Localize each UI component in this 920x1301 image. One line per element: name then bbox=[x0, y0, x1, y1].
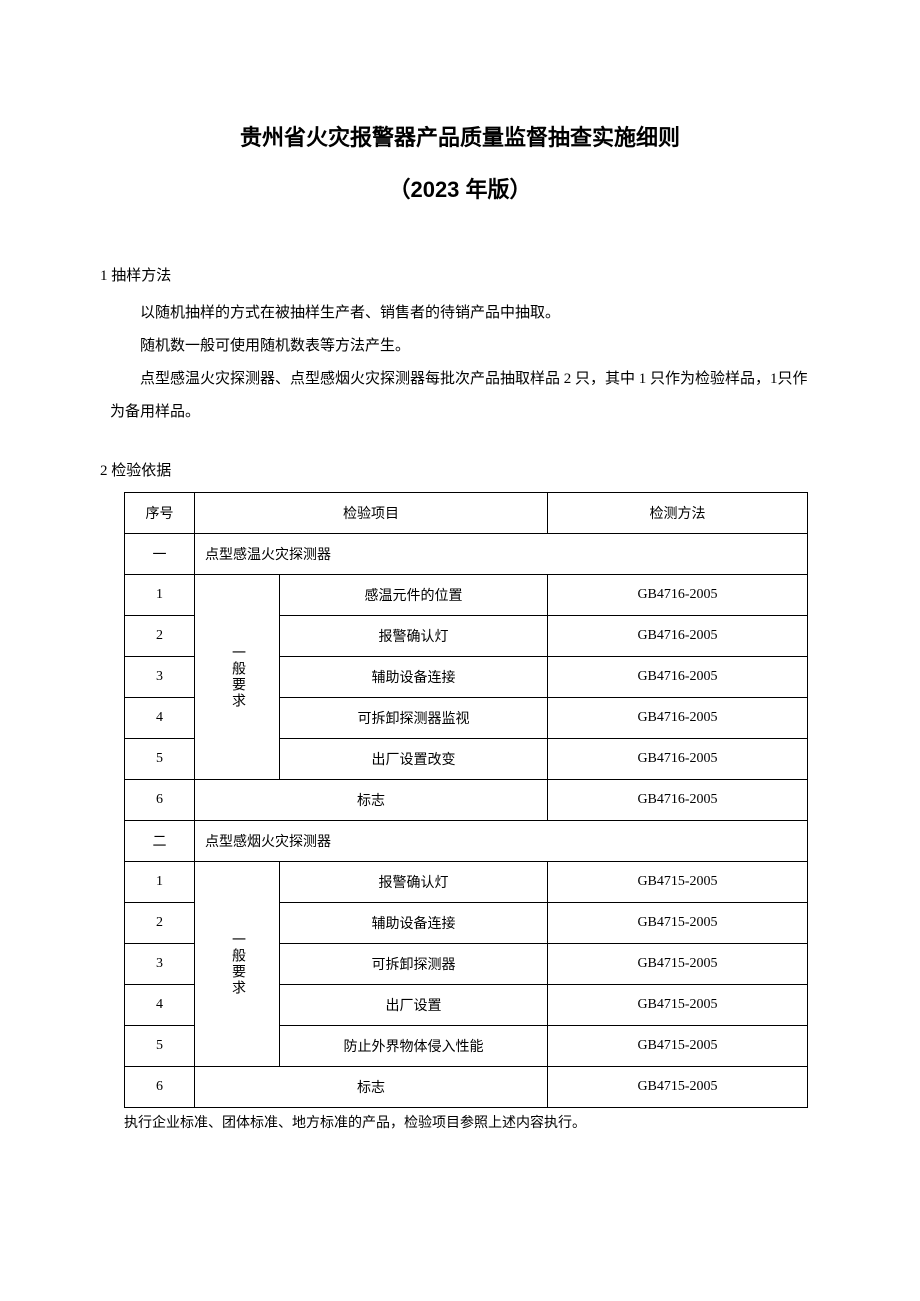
row-item: 防止外界物体侵入性能 bbox=[280, 1026, 548, 1067]
table-row: 6 标志 GB4716-2005 bbox=[125, 780, 808, 821]
row-method: GB4716-2005 bbox=[548, 698, 808, 739]
row-seq: 3 bbox=[125, 657, 195, 698]
row-item: 感温元件的位置 bbox=[280, 575, 548, 616]
title-main: 贵州省火灾报警器产品质量监督抽查实施细则 bbox=[100, 120, 820, 152]
row-seq: 4 bbox=[125, 985, 195, 1026]
table-header-row: 序号 检验项目 检测方法 bbox=[125, 493, 808, 534]
row-seq: 3 bbox=[125, 944, 195, 985]
row-item: 可拆卸探测器监视 bbox=[280, 698, 548, 739]
row-seq: 4 bbox=[125, 698, 195, 739]
section1-p1: 以随机抽样的方式在被抽样生产者、销售者的待销产品中抽取。 bbox=[110, 297, 820, 330]
row-method: GB4715-2005 bbox=[548, 944, 808, 985]
group2-title: 点型感烟火灾探测器 bbox=[195, 821, 808, 862]
inspection-table: 序号 检验项目 检测方法 一 点型感温火灾探测器 1 一般要求 感温元件的位置 … bbox=[124, 492, 808, 1108]
group1-title-row: 一 点型感温火灾探测器 bbox=[125, 534, 808, 575]
row-seq: 2 bbox=[125, 903, 195, 944]
group2-cat: 一般要求 bbox=[195, 862, 280, 1067]
section-inspection-basis: 2 检验依据 序号 检验项目 检测方法 一 点型感温火灾探测器 1 一般要求 感… bbox=[100, 459, 820, 1132]
row-item: 出厂设置改变 bbox=[280, 739, 548, 780]
row-method: GB4716-2005 bbox=[548, 780, 808, 821]
row-seq: 2 bbox=[125, 616, 195, 657]
section1-p2: 随机数一般可使用随机数表等方法产生。 bbox=[110, 330, 820, 363]
group2-title-row: 二 点型感烟火灾探测器 bbox=[125, 821, 808, 862]
row-method: GB4715-2005 bbox=[548, 985, 808, 1026]
row-item: 出厂设置 bbox=[280, 985, 548, 1026]
row-seq: 6 bbox=[125, 780, 195, 821]
row-item: 报警确认灯 bbox=[280, 862, 548, 903]
header-seq: 序号 bbox=[125, 493, 195, 534]
row-method: GB4716-2005 bbox=[548, 739, 808, 780]
group2-seq: 二 bbox=[125, 821, 195, 862]
row-method: GB4716-2005 bbox=[548, 657, 808, 698]
table-row: 1 一般要求 报警确认灯 GB4715-2005 bbox=[125, 862, 808, 903]
row-seq: 5 bbox=[125, 739, 195, 780]
row-seq: 5 bbox=[125, 1026, 195, 1067]
row-seq: 1 bbox=[125, 575, 195, 616]
row-seq: 6 bbox=[125, 1067, 195, 1108]
section2-heading: 2 检验依据 bbox=[100, 459, 820, 480]
group1-seq: 一 bbox=[125, 534, 195, 575]
row-method: GB4716-2005 bbox=[548, 616, 808, 657]
section1-heading: 1 抽样方法 bbox=[100, 264, 820, 285]
table-note: 执行企业标准、团体标准、地方标准的产品，检验项目参照上述内容执行。 bbox=[124, 1112, 820, 1132]
row-item: 辅助设备连接 bbox=[280, 903, 548, 944]
row-item: 可拆卸探测器 bbox=[280, 944, 548, 985]
section1-p3: 点型感温火灾探测器、点型感烟火灾探测器每批次产品抽取样品 2 只，其中 1 只作… bbox=[110, 363, 820, 429]
section-sampling: 1 抽样方法 以随机抽样的方式在被抽样生产者、销售者的待销产品中抽取。 随机数一… bbox=[100, 264, 820, 429]
row-method: GB4715-2005 bbox=[548, 1067, 808, 1108]
title-year: （2023 年版） bbox=[100, 172, 820, 204]
row-method: GB4716-2005 bbox=[548, 575, 808, 616]
row-method: GB4715-2005 bbox=[548, 862, 808, 903]
group1-title: 点型感温火灾探测器 bbox=[195, 534, 808, 575]
row-item: 报警确认灯 bbox=[280, 616, 548, 657]
group1-cat: 一般要求 bbox=[195, 575, 280, 780]
row-item: 标志 bbox=[195, 1067, 548, 1108]
title-block: 贵州省火灾报警器产品质量监督抽查实施细则 （2023 年版） bbox=[100, 120, 820, 204]
header-method: 检测方法 bbox=[548, 493, 808, 534]
header-item: 检验项目 bbox=[195, 493, 548, 534]
row-method: GB4715-2005 bbox=[548, 1026, 808, 1067]
table-row: 1 一般要求 感温元件的位置 GB4716-2005 bbox=[125, 575, 808, 616]
row-seq: 1 bbox=[125, 862, 195, 903]
row-item: 标志 bbox=[195, 780, 548, 821]
row-method: GB4715-2005 bbox=[548, 903, 808, 944]
table-row: 6 标志 GB4715-2005 bbox=[125, 1067, 808, 1108]
row-item: 辅助设备连接 bbox=[280, 657, 548, 698]
